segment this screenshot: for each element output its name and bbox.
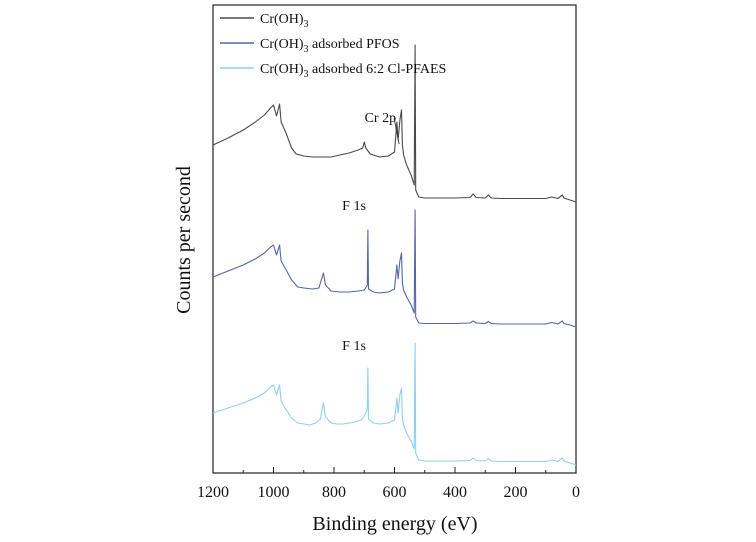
peak-label-3: F 1s bbox=[342, 339, 366, 354]
series-line-0 bbox=[212, 44, 577, 203]
y-axis-label: Counts per second bbox=[173, 166, 195, 314]
peak-label-2: F 1s bbox=[342, 199, 366, 214]
series-line-1 bbox=[212, 209, 577, 328]
x-axis-label: Binding energy (eV) bbox=[312, 513, 477, 535]
legend-label-2: Cr(OH)3 adsorbed 6:2 Cl-PFAES bbox=[260, 62, 446, 80]
legend: Cr(OH)3 Cr(OH)3 adsorbed PFOS Cr(OH)3 adso… bbox=[220, 12, 446, 80]
x-axis: 1200 1000 800 600 400 200 0 bbox=[197, 467, 580, 501]
legend-label-1: Cr(OH)3 adsorbed PFOS bbox=[260, 37, 400, 55]
x-tick-label-2: 800 bbox=[322, 484, 346, 501]
x-tick-label-3: 600 bbox=[383, 484, 407, 501]
x-tick-label-0: 1200 bbox=[197, 484, 229, 501]
peak-leader-line bbox=[393, 117, 400, 145]
x-tick-label-1: 1000 bbox=[258, 484, 290, 501]
series-layer bbox=[212, 44, 577, 466]
series-line-2 bbox=[212, 342, 577, 466]
x-tick-label-6: 0 bbox=[572, 484, 580, 501]
peak-label-1: Cr 2p bbox=[365, 111, 397, 126]
x-tick-label-5: 200 bbox=[504, 484, 528, 501]
annotation-layer: O 1sCr 2pF 1sF 1s bbox=[342, 111, 400, 354]
legend-label-0: Cr(OH)3 bbox=[260, 12, 309, 30]
x-tick-label-4: 400 bbox=[443, 484, 467, 501]
